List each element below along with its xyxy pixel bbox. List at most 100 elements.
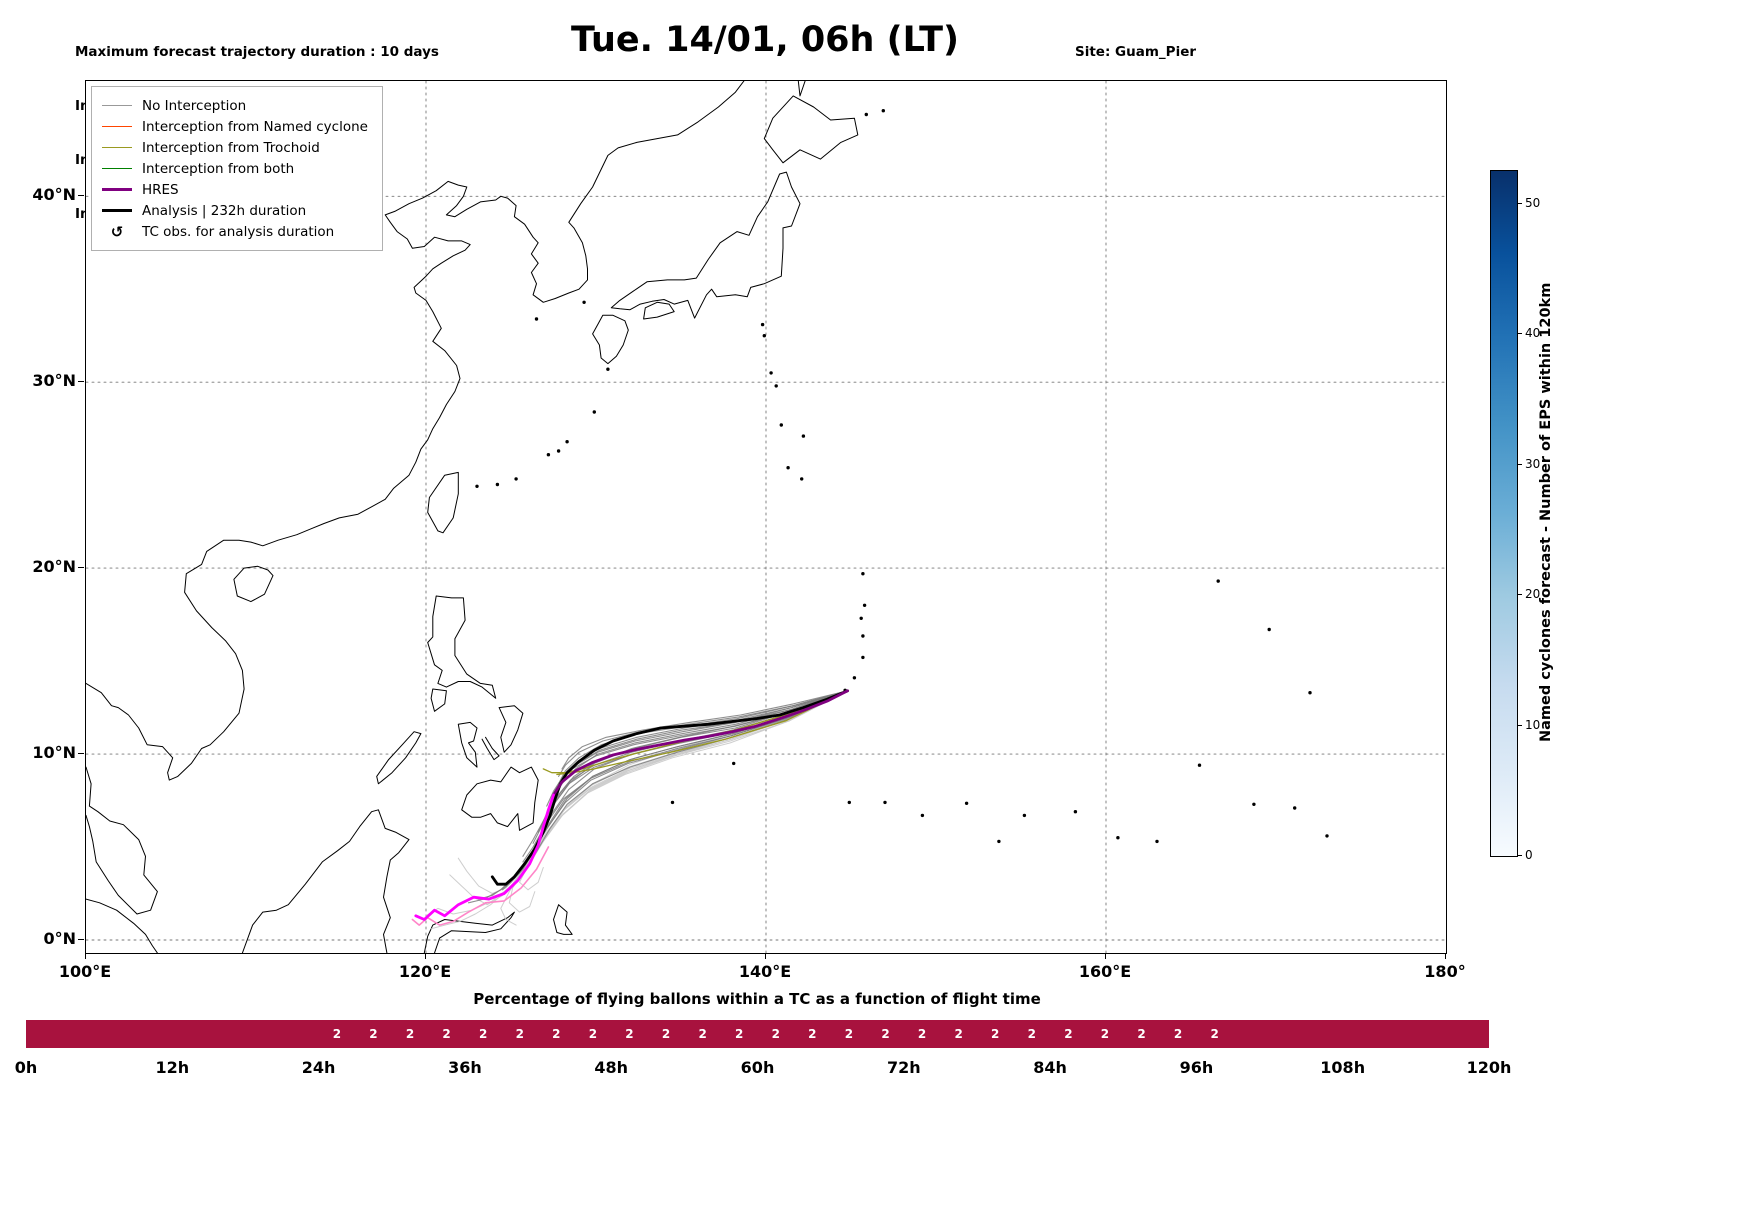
analysis-track <box>490 689 849 886</box>
island-dot <box>881 109 885 113</box>
tc-bar-cell-value: 2 <box>991 1027 1000 1041</box>
tc-bar-cell-value: 2 <box>735 1027 744 1041</box>
y-tick-mark <box>78 938 84 940</box>
legend-label: No Interception <box>142 97 247 114</box>
legend-line-swatch <box>102 209 132 212</box>
tc-bar-cell-value: 2 <box>844 1027 854 1041</box>
colorbar-tick-mark <box>1517 724 1522 726</box>
island-dot <box>1293 806 1297 810</box>
coastline-sumatra-sliver <box>86 898 158 953</box>
tc-percentage-bar: 2 2 2 2 2 2 2 2 2 2 2 2 2 2 2 2 2 2 2 2 2 2 2 2 2 <box>26 1020 1489 1048</box>
colorbar-tick-label: 20 <box>1525 587 1541 602</box>
tc-bar-cell-value: 2 <box>552 1027 561 1041</box>
island-dot <box>592 410 596 414</box>
tc-bar-cell-value: 2 <box>1100 1027 1110 1041</box>
legend-line-swatch <box>102 188 132 191</box>
legend-item: Interception from Named cyclone <box>102 116 368 137</box>
island-dot <box>920 813 925 818</box>
legend-item: No Interception <box>102 95 368 116</box>
hour-tick-label: 36h <box>448 1058 482 1077</box>
x-tick-mark <box>1105 953 1106 959</box>
island-dot <box>732 761 736 766</box>
legend-label: Analysis | 232h duration <box>142 202 307 219</box>
island-dot <box>514 477 518 481</box>
colorbar-tick-label: 30 <box>1525 456 1541 471</box>
island-dot <box>864 112 868 117</box>
island-dot <box>861 572 865 576</box>
island-dot <box>495 482 500 487</box>
bar-chart-title: Percentage of flying ballons within a TC… <box>473 990 1041 1008</box>
tc-bar-cell-value: 2 <box>332 1027 342 1041</box>
island-dot <box>862 603 867 607</box>
legend-box: No Interception Interception from Named c… <box>91 86 383 251</box>
tc-bar-cell-value: 2 <box>917 1027 927 1041</box>
hour-tick-label: 108h <box>1320 1058 1366 1077</box>
island-dot <box>1252 802 1256 806</box>
coastline-samar-leyte <box>498 705 524 753</box>
legend-item: HRES <box>102 179 368 200</box>
tc-obs-icon: ↺ <box>110 222 124 241</box>
legend-line-swatch <box>102 105 132 106</box>
y-tick-mark <box>78 381 84 383</box>
coastline-shikoku <box>643 301 675 320</box>
tc-bar-cell-value: 2 <box>1137 1027 1146 1041</box>
colorbar-tick-mark <box>1517 594 1522 596</box>
coastline-taiwan <box>427 471 459 534</box>
eps-member-15 <box>467 690 849 904</box>
hour-tick-label: 84h <box>1033 1058 1067 1077</box>
legend-item: Interception from both <box>102 158 368 179</box>
eps-member-7 <box>546 690 849 807</box>
island-dot <box>1022 813 1027 818</box>
colorbar-tick-mark <box>1517 855 1522 856</box>
island-dot <box>534 317 539 321</box>
tc-bar-cell-value: 2 <box>515 1027 524 1041</box>
eps-light-member-1 <box>449 690 849 906</box>
coastline-sakhalin-tip <box>797 81 806 97</box>
island-dot <box>760 322 765 327</box>
island-dot <box>1116 836 1120 840</box>
legend-item: Analysis | 232h duration <box>102 200 368 221</box>
tc-bar-cell-value: 2 <box>954 1027 963 1041</box>
tc-bar-cell-value: 2 <box>881 1027 890 1041</box>
coastline-palawan <box>376 731 422 785</box>
legend-line-swatch <box>102 147 132 148</box>
island-dot <box>861 655 865 660</box>
island-dot <box>475 484 479 488</box>
eps-member-10 <box>561 690 849 770</box>
coastline-kyushu <box>592 314 629 365</box>
island-dot <box>964 801 969 805</box>
island-dot <box>565 440 569 444</box>
hour-tick-label: 96h <box>1179 1058 1214 1077</box>
hour-tick-label: 0h <box>14 1058 38 1077</box>
legend-label: TC obs. for analysis duration <box>142 223 335 240</box>
coastline-borneo <box>241 809 410 953</box>
legend-label: HRES <box>142 181 179 198</box>
eps-member-11 <box>478 690 849 900</box>
colorbar-tick-label: 40 <box>1525 326 1541 341</box>
island-dot <box>1073 810 1078 814</box>
coastline-panay-negros <box>457 721 478 768</box>
meta-site: Site: Guam_Pier <box>1075 44 1197 60</box>
tc-bar-cell-value: 2 <box>698 1027 707 1041</box>
coastline-halmahera <box>553 904 573 935</box>
island-dot <box>670 800 675 805</box>
island-dot <box>1216 579 1220 583</box>
coastline-hokkaido <box>763 95 859 164</box>
coastline-honshu <box>610 171 801 319</box>
tc-bar-cell-value: 2 <box>1173 1027 1183 1041</box>
y-tick-mark <box>78 753 84 755</box>
coastline-luzon <box>427 595 497 699</box>
island-dot <box>606 367 610 371</box>
coastline-asia-mainland <box>86 81 745 781</box>
hres-track <box>552 689 849 797</box>
eps-member-16 <box>522 690 849 857</box>
island-dot <box>556 449 561 453</box>
trochoid-member-0 <box>542 690 849 774</box>
x-tick-mark <box>765 953 766 959</box>
island-dot <box>582 300 586 304</box>
y-tick-label: 0°N <box>43 928 76 948</box>
island-dot <box>769 371 773 375</box>
tc-bar-cell-value: 2 <box>661 1027 671 1041</box>
island-dot <box>1155 839 1159 844</box>
tc-bar-cell-value: 2 <box>405 1027 415 1041</box>
